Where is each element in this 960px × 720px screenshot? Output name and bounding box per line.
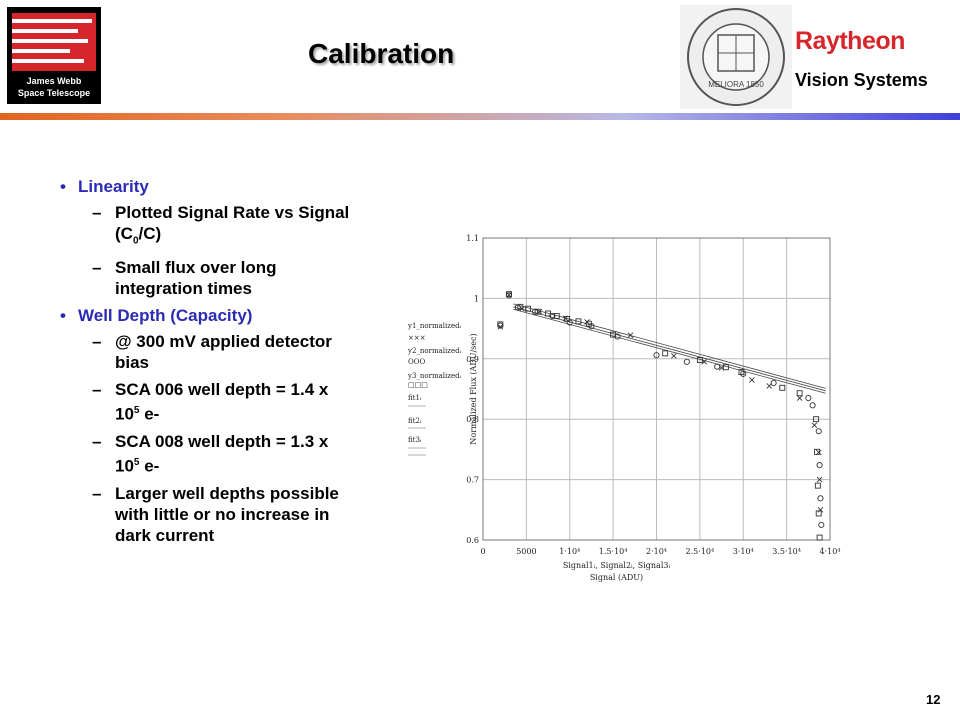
data-point-x [817,506,824,513]
data-point-x [536,308,543,315]
y-tick-label: 0.9 [466,355,479,364]
plot-frame [482,237,831,541]
data-point-x [816,476,823,483]
data-point-square [814,448,820,455]
page-title: Calibration [308,38,455,69]
sub-bullet-item: – SCA 006 well depth = 1.4 x 105 e- [92,380,329,425]
data-point-x [749,377,755,383]
x-tick-label: 2.5·10⁴ [686,547,715,556]
x-tick-label: 4·10⁴ [819,547,840,556]
fit-line [513,308,826,394]
data-point-square [534,308,541,315]
data-point-x [671,352,677,359]
data-point-square [796,390,803,397]
data-point-circle [614,333,621,340]
legend-entry: y2_normalizedᵢ [407,347,462,355]
jwst-mirror-graphic [12,13,96,71]
legend-entry: fit2ᵢ [408,417,422,425]
data-point-square [722,364,729,371]
data-point-square [564,315,571,322]
sub-bullet-item: – @ 300 mV applied detector bias [92,332,332,373]
data-point-square [610,331,617,338]
data-point-circle [653,352,660,359]
data-point-circle [815,428,822,435]
data-point-square [662,350,669,357]
data-point-square [497,321,504,328]
seal-text: MELIORA 1850 [708,80,764,89]
data-point-circle [809,402,816,409]
jwst-logo: James Webb Space Telescope [7,7,101,104]
y-tick-label: 0.7 [466,476,479,485]
data-point-circle [683,358,690,365]
legend-entry: □□□ [408,381,428,389]
data-point-x [796,395,803,401]
y-tick-label: 0.8 [466,415,479,424]
data-point-circle [805,395,812,402]
bullet-list: Linearity –Plotted Signal Rate vs Signal … [60,176,350,552]
data-point-square [506,291,512,298]
x-tick-label: 1.5·10⁴ [599,547,628,556]
sub-bullet-item: – Larger well depths possible with little… [92,483,339,545]
data-point-circle [740,370,747,377]
vision-systems-text: Vision Systems [795,70,928,90]
raytheon-logo: Raytheon [795,27,905,55]
linearity-chart: 0 5000 1·10⁴ 1.5·10⁴ 2·10⁴ 2.5·10⁴ 3·10⁴ 3.5·10… [398,228,868,598]
data-point-square [816,534,823,541]
data-point-circle [816,462,823,469]
data-point-circle [770,379,777,387]
legend-entry: fit3ᵢ [408,436,422,444]
legend-entry: OOO [408,358,425,366]
data-point-square [813,416,820,423]
data-point-square [738,369,745,376]
x-tick-label: 0 [480,547,485,556]
sub-bullet-item: – Plotted Signal Rate vs Signal (C0/C) [92,203,350,247]
data-point-square [525,305,532,312]
data-point-circle [818,521,825,528]
x-tick-label: 3·10⁴ [733,547,754,556]
chart-svg: 0 5000 1·10⁴ 1.5·10⁴ 2·10⁴ 2.5·10⁴ 3·10⁴ 3.5·10… [407,234,841,582]
fit-line [513,306,826,392]
data-point-square [696,357,703,363]
y-tick-label: 1.1 [466,234,479,243]
legend-entry: ××× [408,334,426,342]
data-point-circle [714,363,721,370]
data-point-square [814,482,821,489]
jwst-logo-line-1: James Webb [26,76,82,86]
page-number: 12 [926,692,941,707]
sub-bullet-item: – SCA 008 well depth = 1.3 x 105 e- [92,432,329,476]
bullet-item: Linearity [60,176,350,197]
data-point-circle [817,495,824,502]
jwst-logo-line-2: Space Telescope [17,88,91,98]
data-point-square [575,318,582,325]
legend-entry: y1_normalizedᵢ [407,322,462,330]
data-point-x [584,319,590,325]
data-point-square [517,303,524,310]
sub-bullet-item: – Small flux over long integration times [92,258,277,299]
fit-line [513,303,826,389]
data-point-square [553,312,560,319]
x-tick-label: 3.5·10⁴ [772,547,801,556]
x-tick-label: 1·10⁴ [559,547,580,556]
bullet-item: Well Depth (Capacity) [60,305,350,326]
x-tick-label: 5000 [516,547,536,556]
legend-entry: y3_normalizedᵢ [407,372,462,380]
x-axis-label-1: Signal1ᵢ, Signal2ᵢ, Signal3ᵢ [563,561,671,570]
data-point-square [545,310,552,317]
y-tick-label: 1 [474,294,479,303]
x-tick-label: 2·10⁴ [646,547,667,556]
legend-entry: fit1ᵢ [408,394,422,402]
data-point-x [811,422,818,429]
data-point-square [779,384,786,391]
y-axis-label: Normalized Flux (ADU/sec) [469,333,478,444]
y-tick-label: 0.6 [466,536,479,545]
data-point-square [815,510,822,517]
x-axis-label-2: Signal (ADU) [590,573,643,582]
data-point-x [627,332,634,339]
university-of-rochester-seal: MELIORA 1850 [680,5,792,109]
header-divider [0,113,960,120]
data-point-square [585,320,592,327]
